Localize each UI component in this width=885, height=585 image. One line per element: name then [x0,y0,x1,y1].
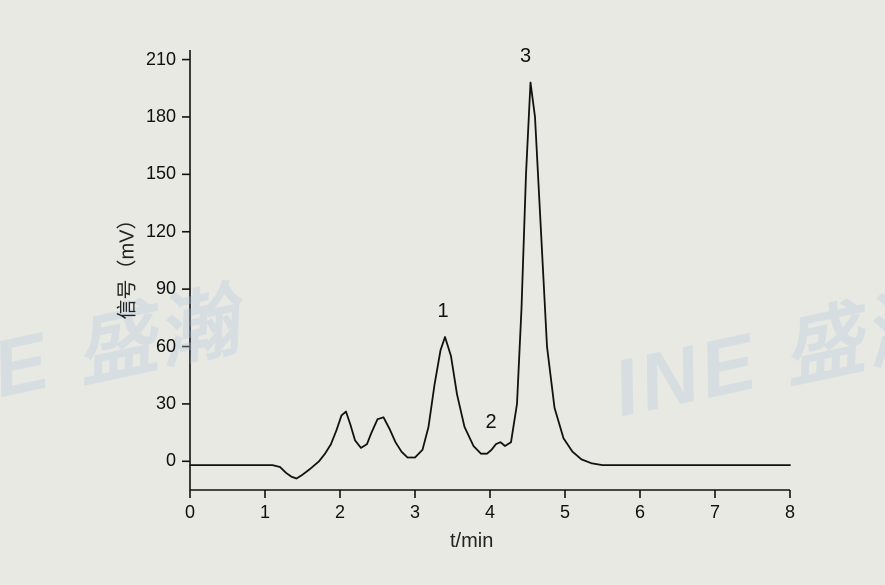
x-tick: 4 [480,502,500,523]
y-tick: 90 [126,278,176,299]
peak-label: 1 [438,300,449,323]
peak-label: 2 [486,411,497,434]
x-tick: 1 [255,502,275,523]
y-tick: 120 [126,221,176,242]
chromatogram-chart: E 盛瀚 INE 盛瀚 信号（mV） t/min 012345678 03060… [50,20,830,565]
x-tick: 8 [780,502,800,523]
y-tick: 30 [126,393,176,414]
peak-label: 3 [520,45,531,68]
y-tick: 0 [126,450,176,471]
x-tick: 6 [630,502,650,523]
x-tick: 0 [180,502,200,523]
x-axis-label: t/min [450,530,493,553]
y-tick: 180 [126,106,176,127]
x-tick: 7 [705,502,725,523]
x-tick: 5 [555,502,575,523]
x-tick: 2 [330,502,350,523]
x-tick: 3 [405,502,425,523]
y-tick: 150 [126,163,176,184]
y-tick: 60 [126,336,176,357]
y-tick: 210 [126,49,176,70]
